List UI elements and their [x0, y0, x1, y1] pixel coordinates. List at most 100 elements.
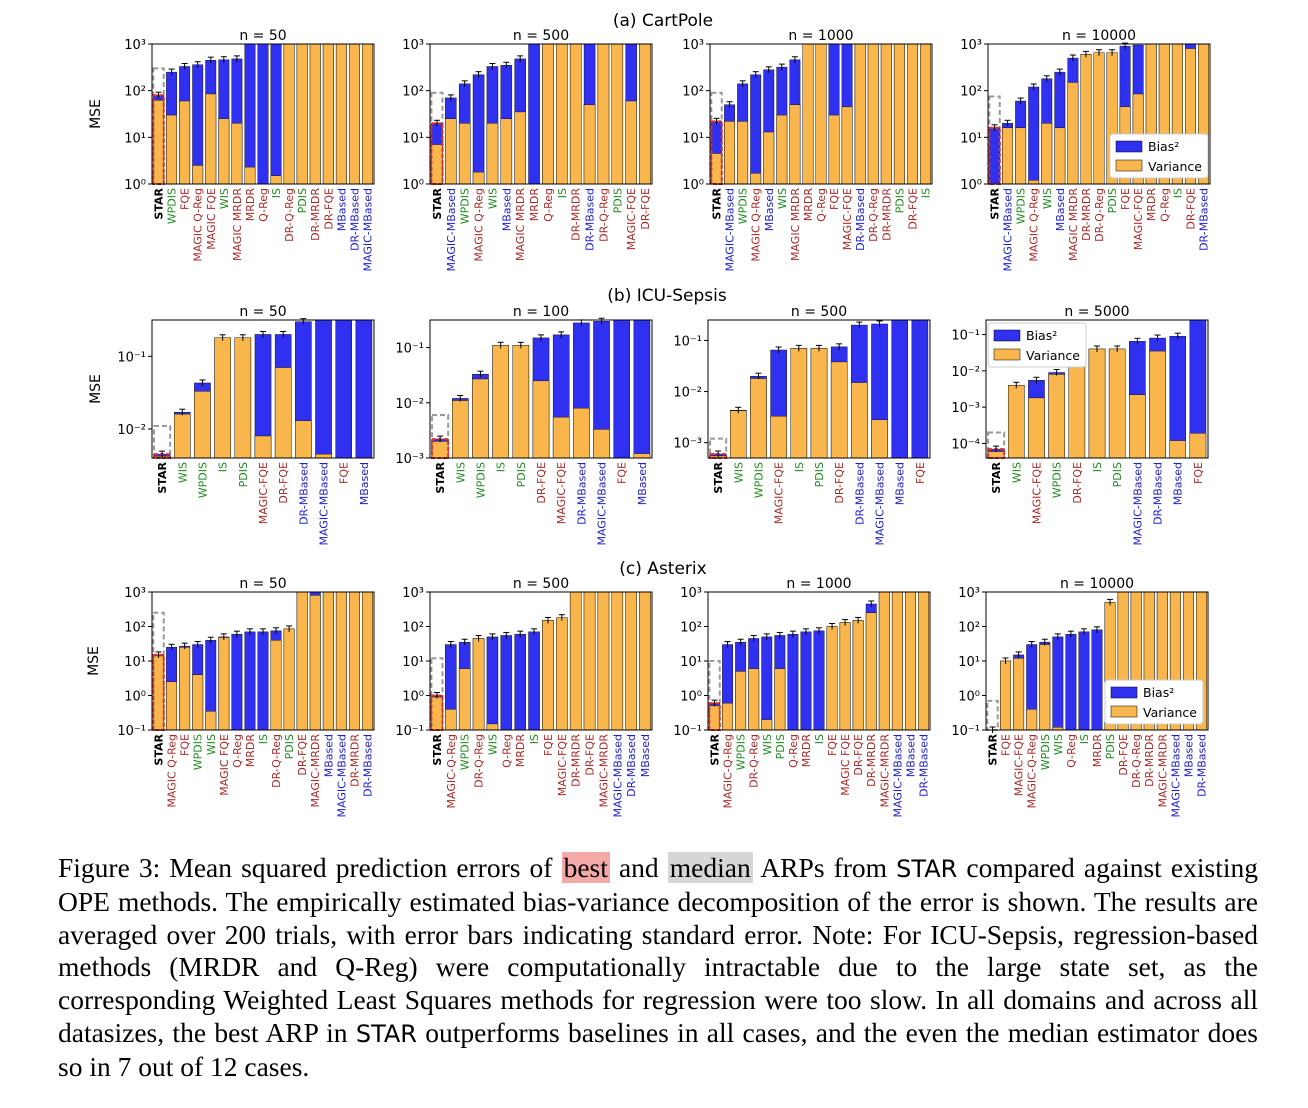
x-tick-label: DR-MBased: [348, 188, 361, 251]
x-tick-label: DR-Q-Reg: [748, 734, 761, 788]
variance-bar: [458, 123, 471, 185]
x-tick-label: WPDIS: [1039, 734, 1052, 770]
panel-frame: [429, 43, 653, 185]
x-tick-label: IS: [257, 734, 270, 744]
x-tick-label: FQE: [1119, 188, 1132, 210]
x-tick-label: MAGIC FQE: [205, 188, 218, 250]
x-tick-label: MBased: [894, 462, 907, 505]
x-tick-label: DR-MBased: [575, 462, 588, 525]
x-tick-label: WPDIS: [166, 188, 179, 224]
y-tick-label: 10²: [958, 621, 980, 636]
row-title: (a) CartPole: [613, 11, 713, 31]
legend-label-variance: Variance: [1148, 159, 1202, 174]
variance-bar: [750, 173, 762, 185]
x-tick-label: PDIS: [515, 462, 528, 487]
legend-label-variance: Variance: [1026, 348, 1080, 363]
x-tick-label: MAGIC Q-Reg: [473, 188, 486, 262]
variance-bar: [815, 43, 827, 185]
panel-frame: [429, 591, 653, 731]
x-tick-label: DR-MRDR: [1143, 734, 1156, 787]
x-tick-label: MRDR: [1091, 734, 1104, 768]
x-tick-label: PDIS: [237, 462, 250, 487]
variance-bar: [790, 348, 808, 459]
x-tick-label: DR-MRDR: [865, 734, 878, 787]
bias-bar: [613, 319, 630, 459]
variance-bar: [865, 612, 877, 731]
y-tick-label: 10¹: [124, 131, 146, 146]
y-tick-label: 10⁻¹: [117, 350, 146, 365]
variance-bar: [205, 93, 217, 185]
variance-bar: [770, 415, 787, 459]
x-tick-label: MAGIC MRDR: [789, 188, 802, 261]
legend-swatch-bias: [1115, 140, 1143, 153]
x-tick-label: MAGIC-MBased: [318, 462, 331, 546]
panel-title: n = 5000: [1064, 304, 1129, 320]
panel-title: n = 500: [513, 28, 569, 44]
x-tick-label: DR-MRDR: [348, 734, 361, 787]
variance-bar: [573, 407, 590, 459]
variance-bar: [871, 419, 888, 459]
chart-panel: n = 50 10⁻¹ 10⁰ 10¹ 10² 10³ STAR MAGIC Q-Reg FQE…: [117, 576, 375, 818]
x-tick-label: DR-FQE: [852, 734, 865, 776]
bias-bar: [813, 630, 825, 731]
x-tick-label: MAGIC-MRDR: [1156, 734, 1169, 808]
bias-bar: [891, 319, 908, 459]
y-tick-label: 10³: [402, 38, 424, 53]
x-tick-label: MAGIC-FQE: [556, 734, 569, 796]
variance-bar: [500, 118, 513, 185]
y-tick-label: 10⁻¹: [673, 334, 702, 349]
x-tick-label: DR-MBased: [625, 734, 638, 797]
y-tick-label: 10⁰: [124, 690, 146, 705]
y-tick-label: 10⁰: [680, 690, 702, 705]
variance-bar: [1067, 82, 1079, 185]
variance-bar: [231, 123, 243, 185]
bias-bar: [761, 636, 773, 731]
y-tick-label: 10⁰: [958, 690, 980, 705]
x-tick-label: MRDR: [1145, 188, 1158, 222]
x-tick-label: DR-FQE: [1117, 734, 1130, 776]
y-tick-label: 10⁻¹: [673, 724, 702, 739]
panel-title: n = 10000: [1060, 576, 1134, 592]
variance-bar: [722, 702, 734, 731]
variance-bar: [1002, 127, 1014, 185]
x-tick-label: DR-Q-Reg: [597, 188, 610, 242]
x-tick-label: FQE: [338, 462, 351, 484]
x-tick-label: FQE: [914, 462, 927, 484]
x-tick-label: DR-FQE: [1184, 188, 1197, 230]
x-tick-label: WIS: [486, 188, 499, 209]
x-tick-label: DR-MBased: [1195, 734, 1208, 797]
x-tick-label: DR-MRDR: [1080, 188, 1093, 241]
x-tick-label: MAGIC MRDR: [514, 188, 527, 261]
bias-bar: [1169, 335, 1186, 459]
x-tick-label: MBased: [322, 734, 335, 777]
variance-bar: [542, 620, 554, 731]
x-tick-label: MAGIC-FQE: [555, 462, 568, 524]
variance-bar: [737, 121, 749, 185]
variance-bar: [611, 591, 624, 731]
panel-title: n = 1000: [788, 28, 853, 44]
x-tick-label: WIS: [205, 734, 218, 755]
variance-bar: [192, 165, 204, 185]
variance-bar: [309, 43, 321, 185]
y-tick-label: 10¹: [682, 131, 704, 146]
best-outline: [988, 126, 1001, 185]
panel-title: n = 50: [239, 576, 286, 592]
variance-bar: [296, 591, 308, 731]
x-tick-label: MBased: [500, 188, 513, 231]
x-tick-label: MAGIC-MBased: [596, 462, 609, 546]
legend: Bias² Variance: [987, 322, 1087, 368]
legend-swatch-variance: [1115, 159, 1143, 172]
x-tick-label: DR-FQE: [639, 188, 652, 230]
x-tick-label: MBased: [763, 188, 776, 231]
x-tick-label: DR-Q-Reg: [867, 188, 880, 242]
x-tick-label: DR-Q-Reg: [1130, 734, 1143, 788]
figure-caption: Figure 3: Mean squared prediction errors…: [58, 852, 1258, 1084]
bias-bar: [750, 74, 762, 185]
variance-bar: [309, 595, 321, 731]
x-tick-label: STAR: [709, 733, 722, 765]
variance-bar: [445, 118, 457, 185]
x-tick-label: DR-MBased: [853, 462, 866, 525]
variance-bar: [532, 380, 550, 459]
x-tick-label: FQE: [1192, 462, 1205, 484]
x-tick-label: PDIS: [296, 188, 309, 213]
